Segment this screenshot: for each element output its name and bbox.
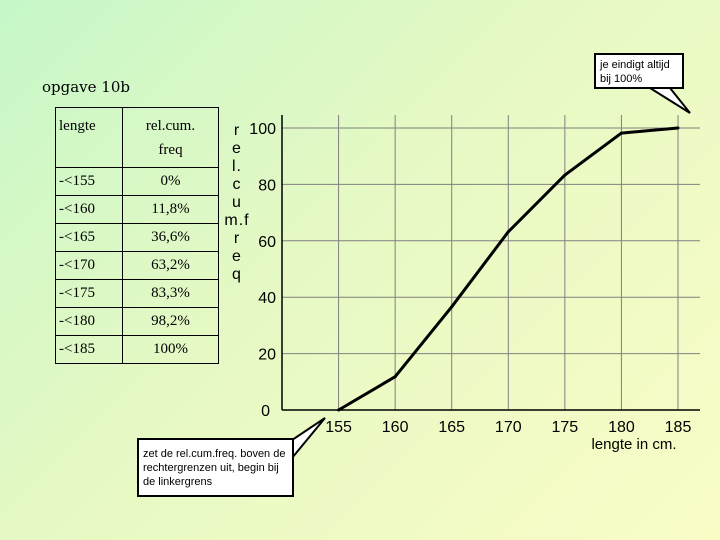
- y-axis-label: r e l. c u m.f r e q: [224, 122, 250, 284]
- data-point: [676, 126, 680, 130]
- chart-series: [337, 126, 680, 412]
- chart-tick-labels: 0 20 40 60 80 100 155 160 165 170 175 180 185: [249, 121, 691, 436]
- x-tick-label: 185: [665, 419, 692, 436]
- header-lengte: lengte: [55, 107, 123, 168]
- cell-lengte: -<185: [55, 335, 123, 364]
- cell-freq: 100%: [122, 335, 219, 364]
- data-point: [450, 305, 454, 309]
- x-tick-label: 155: [325, 419, 352, 436]
- y-tick-label: 20: [258, 347, 276, 364]
- y-tick-label: 100: [249, 121, 276, 138]
- frequency-table: lengte rel.cum. freq -<155 0% -<160 11,8% …: [55, 107, 219, 364]
- header-rel-cum-freq: rel.cum. freq: [122, 107, 219, 168]
- table-row: -<180 98,2%: [55, 307, 219, 336]
- header-rel-cum: rel.cum.: [145, 118, 196, 134]
- cell-lengte: -<155: [55, 167, 123, 196]
- callout-upper-bounds: zet de rel.cum.freq. boven de rechtergre…: [137, 438, 294, 497]
- data-point: [393, 375, 397, 379]
- data-point: [337, 408, 341, 412]
- y-axis-label-letter: m.f: [224, 212, 250, 229]
- table-header-row: lengte rel.cum. freq: [55, 107, 219, 168]
- x-tick-label: 175: [552, 419, 579, 436]
- x-tick-label: 170: [495, 419, 522, 436]
- data-point: [563, 173, 567, 177]
- callout-end-at-100: je eindigt altijd bij 100%: [594, 53, 684, 89]
- cell-lengte: -<165: [55, 223, 123, 252]
- chart-grid: [282, 115, 700, 410]
- y-axis-label-letter: q: [232, 266, 242, 283]
- cell-lengte: -<180: [55, 307, 123, 336]
- table-row: -<155 0%: [55, 167, 219, 196]
- exercise-title: opgave 10b: [42, 78, 130, 96]
- callout-top-pointer: [646, 87, 691, 114]
- table-row: -<185 100%: [55, 335, 219, 364]
- x-axis-label: lengte in cm.: [591, 436, 676, 453]
- header-freq: freq: [158, 142, 183, 158]
- chart-axes: [281, 115, 700, 411]
- data-point: [506, 230, 510, 234]
- x-tick-label: 160: [382, 419, 409, 436]
- y-axis-label-letter: l.: [232, 158, 242, 175]
- cell-freq: 63,2%: [122, 251, 219, 280]
- y-axis-label-letter: r: [233, 122, 241, 139]
- table-row: -<160 11,8%: [55, 195, 219, 224]
- cell-lengte: -<160: [55, 195, 123, 224]
- y-tick-label: 40: [258, 290, 276, 307]
- table-row: -<170 63,2%: [55, 251, 219, 280]
- y-axis-label-letter: r: [233, 230, 241, 247]
- table-row: -<165 36,6%: [55, 223, 219, 252]
- cell-freq: 98,2%: [122, 307, 219, 336]
- y-axis-label-letter: e: [232, 140, 242, 157]
- y-axis-label-letter: c: [232, 176, 242, 193]
- data-point: [619, 131, 623, 135]
- y-tick-label: 60: [258, 234, 276, 251]
- y-tick-label: 80: [258, 177, 276, 194]
- callout-bottom-pointer: [291, 417, 326, 461]
- cell-freq: 36,6%: [122, 223, 219, 252]
- x-tick-label: 180: [608, 419, 635, 436]
- x-tick-label: 165: [438, 419, 465, 436]
- cell-freq: 0%: [122, 167, 219, 196]
- cell-freq: 11,8%: [122, 195, 219, 224]
- y-axis-label-letter: u: [232, 194, 242, 211]
- y-tick-label: 0: [261, 403, 270, 420]
- y-axis-label-letter: e: [232, 248, 242, 265]
